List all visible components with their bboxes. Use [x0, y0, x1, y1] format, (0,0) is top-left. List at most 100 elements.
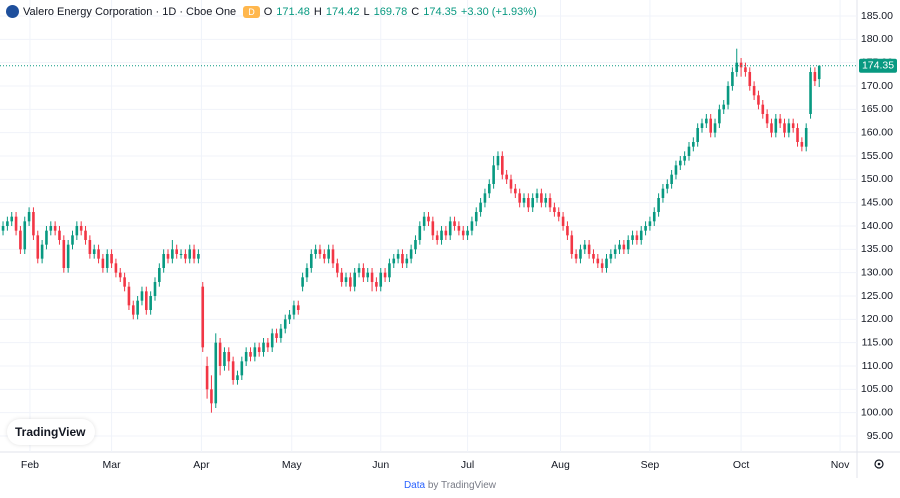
- candle-body: [236, 375, 239, 380]
- y-tick-label: 120.00: [861, 313, 893, 325]
- candle-body: [709, 118, 712, 133]
- symbol-icon: [6, 5, 19, 18]
- candle-body: [566, 226, 569, 236]
- footer-text: by TradingView: [427, 480, 497, 491]
- candle-body: [166, 253, 170, 259]
- candle-body: [270, 333, 274, 348]
- candle-body: [757, 95, 760, 105]
- y-tick-label: 140.00: [861, 220, 893, 232]
- legend-header: Valero Energy Corporation · 1D · Cboe On…: [6, 5, 537, 18]
- candle-body: [379, 272, 383, 287]
- candle-body: [583, 244, 587, 250]
- candle-body: [535, 193, 539, 199]
- candle-body: [296, 305, 300, 310]
- candle-body: [257, 347, 261, 352]
- candle-body: [422, 216, 426, 226]
- candle-body: [88, 239, 92, 254]
- candle-body: [218, 342, 222, 366]
- candle-body: [10, 216, 14, 222]
- candle-body: [496, 156, 500, 166]
- candle-body: [53, 226, 57, 231]
- candle-body: [214, 342, 218, 404]
- footer-link[interactable]: Data: [403, 480, 426, 491]
- candle-body: [813, 72, 817, 82]
- candle-body: [97, 249, 100, 259]
- candle-body: [700, 123, 704, 129]
- candle-body: [609, 253, 613, 259]
- candle-body: [479, 202, 482, 213]
- candle-body: [561, 216, 565, 226]
- candle-body: [592, 253, 595, 259]
- candle-body: [435, 235, 439, 240]
- candle-body: [713, 123, 717, 133]
- candle-body: [153, 281, 157, 296]
- x-tick-label: Oct: [733, 459, 749, 471]
- candle-body: [679, 160, 682, 166]
- candle-body: [618, 244, 621, 250]
- candle-body: [40, 244, 44, 259]
- candle-body: [518, 193, 521, 203]
- candle-body: [283, 319, 287, 329]
- x-tick-label: Sep: [641, 459, 660, 471]
- candle-body: [652, 212, 656, 222]
- candle-body: [49, 226, 53, 231]
- candle-body: [366, 272, 370, 278]
- candle-body: [314, 249, 317, 254]
- candle-body: [461, 230, 465, 236]
- candle-body: [205, 365, 209, 390]
- candle-body: [744, 67, 747, 73]
- candle-body: [58, 230, 61, 240]
- candle-body: [783, 123, 786, 133]
- last-price-label: 174.35: [862, 59, 894, 71]
- candle-body: [527, 198, 530, 208]
- candle-body: [817, 65, 821, 80]
- candle-body: [726, 86, 730, 105]
- candle-body: [579, 249, 582, 259]
- candle-body: [544, 198, 548, 203]
- candle-body: [466, 230, 469, 236]
- candle-body: [787, 123, 791, 133]
- candle-body: [531, 198, 534, 208]
- settings-icon[interactable]: [874, 459, 884, 469]
- candle-body: [718, 109, 721, 124]
- candle-body: [131, 305, 135, 315]
- candle-body: [448, 221, 452, 236]
- candle-body: [292, 305, 296, 315]
- x-tick-label: Jun: [372, 459, 389, 471]
- candle-body: [6, 221, 9, 226]
- candle-body: [505, 174, 508, 180]
- candle-body: [487, 184, 491, 194]
- candle-body: [748, 72, 752, 87]
- candle-body: [136, 300, 139, 315]
- candle-body: [188, 249, 192, 259]
- candle-body: [149, 295, 152, 310]
- candle-body: [210, 389, 213, 404]
- candle-body: [427, 216, 430, 222]
- candle-body: [318, 249, 322, 254]
- candle-body: [418, 226, 422, 240]
- candle-body: [570, 235, 574, 254]
- candle-body: [457, 226, 461, 231]
- candle-body: [14, 216, 18, 231]
- x-tick-label: Nov: [831, 459, 850, 471]
- candle-body: [639, 230, 643, 240]
- candle-body: [626, 239, 630, 250]
- candle-body: [336, 263, 339, 273]
- candle-body: [722, 104, 726, 110]
- candle-body: [791, 123, 795, 129]
- candle-body: [362, 267, 365, 278]
- ohlc-value: 169.78: [373, 5, 408, 18]
- candle-body: [79, 226, 83, 231]
- ohlc-value: 171.48: [276, 5, 310, 18]
- candle-body: [665, 184, 669, 189]
- candle-body: [114, 263, 118, 273]
- candle-body: [201, 286, 205, 348]
- logo[interactable]: TradingView: [7, 419, 96, 445]
- candle-body: [388, 263, 391, 278]
- candle-body: [596, 258, 600, 264]
- y-tick-label: 115.00: [862, 336, 893, 348]
- candle-body: [227, 351, 231, 362]
- ohlc-label: O: [263, 5, 273, 18]
- candle-body: [431, 221, 435, 236]
- candle-body: [19, 230, 22, 250]
